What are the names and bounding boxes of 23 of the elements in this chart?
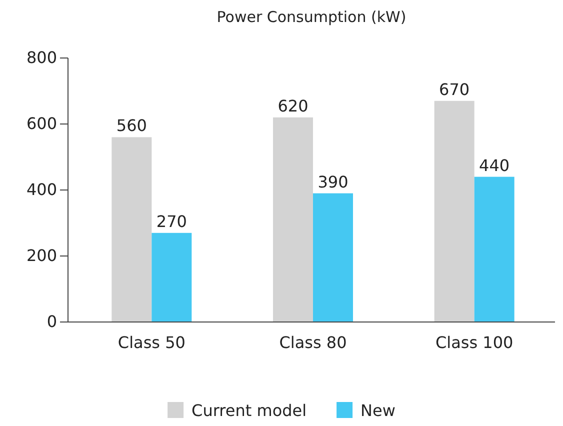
data-label: 440 xyxy=(479,156,510,175)
bar xyxy=(273,117,313,322)
bar xyxy=(112,137,152,322)
bar xyxy=(474,176,514,322)
bar xyxy=(434,100,474,322)
bar xyxy=(152,232,192,322)
bar xyxy=(313,193,353,322)
y-tick-label: 0 xyxy=(46,312,57,332)
y-tick-label: 800 xyxy=(26,48,57,68)
data-label: 670 xyxy=(439,80,470,99)
legend-label: New xyxy=(360,401,396,420)
x-tick-label: Class 50 xyxy=(118,333,186,352)
data-label: 620 xyxy=(278,96,308,116)
data-label: 390 xyxy=(318,172,348,192)
data-label: 270 xyxy=(156,212,187,231)
y-tick-label: 200 xyxy=(26,246,57,266)
legend-label: Current model xyxy=(192,401,307,420)
y-tick-label: 400 xyxy=(26,180,57,200)
x-tick-label: Class 80 xyxy=(279,333,347,352)
y-tick-label: 600 xyxy=(26,114,57,134)
chart-title: Power Consumption (kW) xyxy=(216,8,406,26)
data-label: 560 xyxy=(116,116,147,136)
x-tick-label: Class 100 xyxy=(435,333,514,352)
